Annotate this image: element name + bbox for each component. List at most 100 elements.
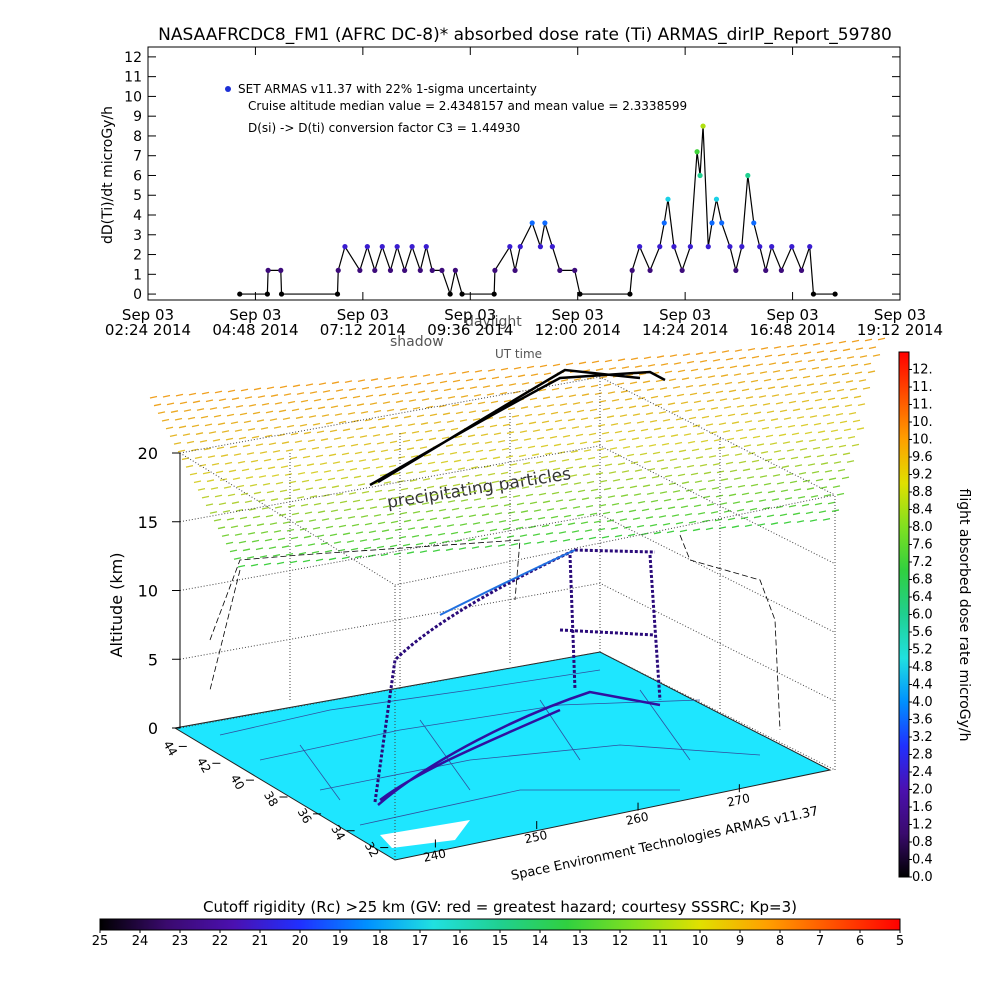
field-dash [588, 536, 597, 540]
y-tick-label: 8 [133, 129, 142, 145]
field-dash [244, 500, 253, 504]
field-dash [521, 382, 530, 385]
field-dash [820, 358, 829, 361]
x-tick-label: 16:48 2014 [749, 321, 835, 339]
colorbar-tick-label: 4.0 [912, 695, 933, 710]
field-dash [256, 523, 265, 527]
field-dash [446, 524, 455, 527]
field-dash [368, 530, 377, 534]
field-dash [230, 421, 239, 425]
field-dash [597, 424, 606, 427]
field-dash [417, 390, 426, 394]
field-dash [559, 507, 568, 510]
field-dash [281, 545, 290, 549]
field-dash [549, 539, 558, 543]
field-dash [560, 378, 569, 382]
field-dash [434, 397, 443, 400]
field-dash [182, 433, 191, 436]
field-dash [782, 441, 791, 444]
field-dash [360, 410, 369, 414]
field-dash [213, 414, 222, 418]
colorbar-tick-label: 17 [412, 934, 429, 949]
field-dash [268, 442, 277, 446]
field-dash [405, 471, 414, 475]
colorbar-tick-label: 7 [816, 934, 824, 949]
field-dash [638, 372, 647, 376]
field-dash [234, 533, 243, 536]
field-dash [474, 473, 483, 477]
field-dash [519, 534, 528, 538]
field-dash [799, 343, 808, 347]
field-dash [827, 397, 836, 401]
field-dash [261, 506, 270, 510]
field-dash [312, 526, 321, 530]
field-dash [484, 441, 493, 444]
colorbar-tick-label: 5 [896, 934, 904, 949]
field-dash [194, 456, 203, 460]
field-dash [628, 509, 637, 513]
field-dash [249, 483, 258, 487]
field-dash [544, 452, 553, 456]
field-dash [791, 432, 800, 436]
field-dash [442, 516, 451, 520]
field-dash [629, 485, 638, 489]
field-dash [496, 464, 505, 467]
data-point [459, 291, 465, 297]
field-dash [810, 494, 819, 498]
field-dash [798, 471, 807, 475]
field-dash [823, 493, 832, 497]
field-dash [242, 548, 251, 552]
field-dash [451, 403, 460, 407]
field-dash [699, 359, 708, 363]
field-dash [630, 357, 639, 361]
field-dash [468, 514, 477, 518]
field-dash [723, 509, 732, 513]
field-dash [786, 344, 795, 348]
colorbar-tick-label: 6.8 [912, 573, 933, 588]
field-dash [737, 380, 746, 384]
data-point [709, 220, 715, 226]
field-dash [776, 377, 785, 381]
field-dash [533, 405, 542, 408]
colorbar-label: flight absorbed dose rate microGy/h [956, 489, 972, 742]
field-dash [457, 467, 466, 470]
field-dash [728, 493, 737, 497]
field-dash [276, 457, 285, 461]
field-dash [717, 446, 726, 450]
field-dash [725, 461, 734, 465]
field-dash [675, 521, 684, 525]
field-dash [452, 379, 461, 383]
colorbar-tick-label: 11. [912, 380, 933, 395]
field-dash [279, 489, 288, 493]
field-dash [610, 422, 619, 426]
field-dash [629, 381, 638, 385]
field-dash [731, 421, 740, 425]
data-point [423, 244, 429, 250]
field-dash [376, 441, 385, 445]
field-dash [209, 511, 218, 514]
field-dash [710, 406, 719, 410]
field-dash [377, 521, 386, 525]
lon-tick-label: 260 [625, 809, 650, 827]
field-dash [763, 378, 772, 382]
field-dash [821, 438, 830, 441]
field-dash [535, 460, 544, 464]
field-dash [744, 524, 753, 528]
field-dash [359, 539, 368, 542]
map-gap [380, 820, 470, 848]
field-dash [364, 522, 373, 526]
field-dash [836, 492, 845, 496]
field-dash [807, 359, 816, 362]
field-dash [326, 501, 335, 505]
field-dash [188, 392, 197, 396]
field-dash [852, 419, 861, 423]
field-dash [802, 479, 811, 483]
data-point [705, 244, 711, 250]
field-dash [385, 432, 394, 436]
field-dash [388, 464, 397, 468]
field-dash [650, 499, 659, 503]
field-dash [427, 461, 436, 465]
field-dash [396, 376, 405, 379]
field-dash [266, 490, 275, 494]
field-dash [363, 546, 372, 550]
